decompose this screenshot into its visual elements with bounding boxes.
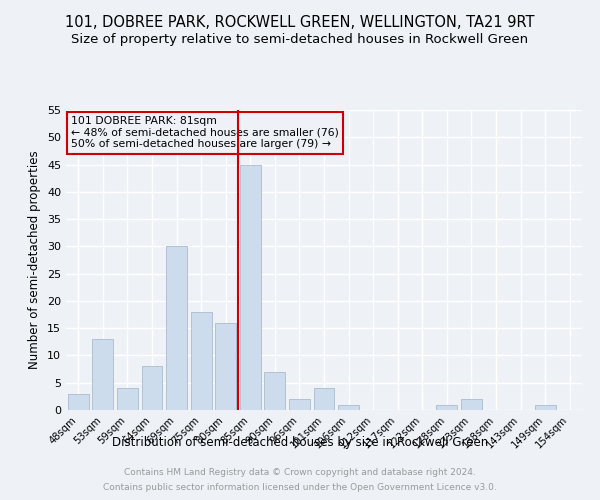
Text: Size of property relative to semi-detached houses in Rockwell Green: Size of property relative to semi-detach… (71, 32, 529, 46)
Bar (289, 399, 310, 410)
Bar (338, 404, 359, 410)
Bar (215, 322, 236, 410)
Bar (191, 312, 212, 410)
Y-axis label: Number of semi-detached properties: Number of semi-detached properties (28, 150, 41, 370)
Bar (535, 404, 556, 410)
Bar (240, 164, 261, 410)
Bar (68, 394, 89, 410)
Bar (142, 366, 163, 410)
Bar (461, 399, 482, 410)
Bar (92, 339, 113, 410)
Text: Contains public sector information licensed under the Open Government Licence v3: Contains public sector information licen… (103, 483, 497, 492)
Bar (314, 388, 334, 410)
Text: Contains HM Land Registry data © Crown copyright and database right 2024.: Contains HM Land Registry data © Crown c… (124, 468, 476, 477)
Bar (166, 246, 187, 410)
Text: 101, DOBREE PARK, ROCKWELL GREEN, WELLINGTON, TA21 9RT: 101, DOBREE PARK, ROCKWELL GREEN, WELLIN… (65, 15, 535, 30)
Text: 101 DOBREE PARK: 81sqm
← 48% of semi-detached houses are smaller (76)
50% of sem: 101 DOBREE PARK: 81sqm ← 48% of semi-det… (71, 116, 339, 149)
Bar (117, 388, 138, 410)
Text: Distribution of semi-detached houses by size in Rockwell Green: Distribution of semi-detached houses by … (112, 436, 488, 449)
Bar (265, 372, 286, 410)
Bar (436, 404, 457, 410)
